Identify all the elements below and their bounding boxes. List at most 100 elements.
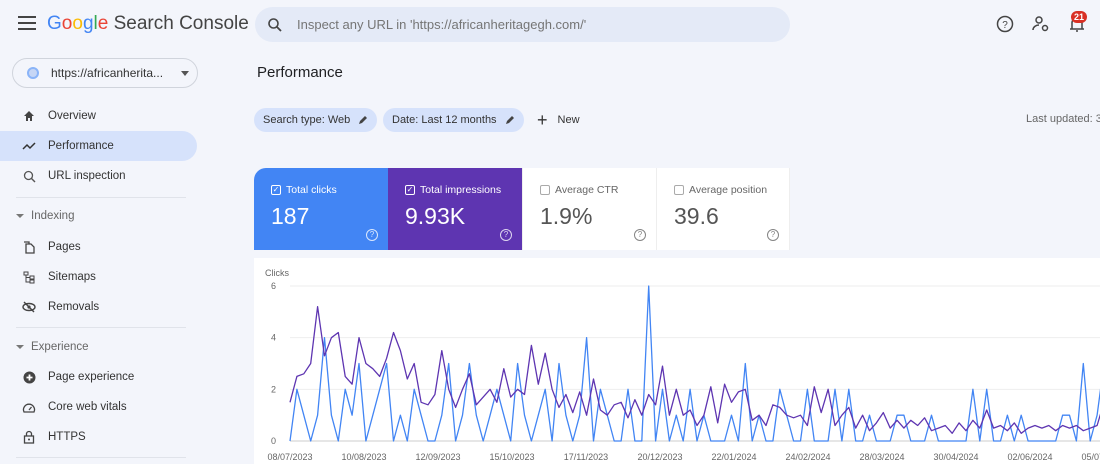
chart-svg: Clicks 0 2 4 6 08/07/2023 10/08/2023 12/09/2023…	[265, 268, 1100, 462]
top-bar: Google Search Console ? 21	[0, 0, 1100, 50]
metric-card-total-clicks[interactable]: ✓ Total clicks 187?	[254, 168, 388, 250]
sidebar-item-pages[interactable]: Pages	[0, 232, 197, 262]
metric-card-total-impressions[interactable]: ✓ Total impressions 9.93K?	[388, 168, 522, 250]
notification-badge: 21	[1071, 11, 1088, 23]
url-inspection-search[interactable]	[255, 7, 790, 42]
x-tick-label: 12/09/2023	[415, 452, 460, 462]
collapse-icon	[16, 345, 24, 353]
checkbox-unchecked-icon[interactable]	[674, 185, 684, 195]
x-tick-label: 17/11/2023	[564, 452, 608, 462]
filter-date[interactable]: Date: Last 12 months	[383, 108, 524, 132]
sidebar-item-label: HTTPS	[48, 431, 86, 443]
help-icon[interactable]: ?	[366, 229, 378, 241]
sidebar-item-core-web-vitals[interactable]: Core web vitals	[0, 392, 197, 422]
sidebar-item-removals[interactable]: Removals	[0, 292, 197, 322]
divider	[16, 327, 186, 328]
sitemap-icon	[22, 270, 36, 284]
property-selector[interactable]: https://africanherita...	[12, 58, 198, 88]
property-label: https://africanherita...	[51, 66, 164, 80]
search-icon	[268, 17, 282, 32]
trending-up-icon	[22, 139, 36, 153]
filter-search-type[interactable]: Search type: Web	[254, 108, 378, 132]
metric-value: 39.6	[674, 203, 719, 229]
section-label: Indexing	[31, 210, 75, 222]
checkbox-unchecked-icon[interactable]	[540, 185, 550, 195]
plus-icon: +	[537, 109, 548, 130]
page-title: Performance	[257, 64, 343, 81]
x-tick-label: 20/12/2023	[637, 452, 682, 462]
x-tick-label: 08/07/2023	[267, 452, 312, 462]
logo[interactable]: Google Search Console	[47, 13, 249, 34]
metric-label: Total clicks	[286, 184, 337, 196]
metric-label: Total impressions	[420, 184, 502, 196]
filter-label: Search type: Web	[263, 114, 351, 126]
x-tick-label: 02/06/2024	[1007, 452, 1052, 462]
sidebar-item-url-inspection[interactable]: URL inspection	[0, 161, 197, 191]
y-tick-label: 0	[271, 436, 276, 446]
metric-card-average-ctr[interactable]: Average CTR 1.9%?	[522, 168, 656, 250]
dropdown-caret-icon	[181, 70, 190, 80]
checkbox-checked-icon[interactable]: ✓	[271, 185, 281, 195]
y-axis-label: Clicks	[265, 268, 289, 278]
x-tick-label: 10/08/2023	[341, 452, 386, 462]
divider	[16, 457, 186, 458]
edit-icon	[359, 116, 368, 124]
x-tick-label: 15/10/2023	[489, 452, 534, 462]
collapse-icon	[16, 214, 24, 222]
section-indexing[interactable]: Indexing	[16, 210, 74, 222]
search-input[interactable]	[297, 17, 767, 32]
pages-icon	[22, 240, 36, 254]
metric-value: 187	[271, 203, 310, 229]
metric-label: Average CTR	[555, 184, 619, 196]
series-line-impressions	[289, 306, 1100, 434]
sidebar-item-label: Pages	[48, 241, 81, 253]
x-tick-label: 30/04/2024	[933, 452, 978, 462]
removals-icon	[22, 300, 36, 314]
edit-icon	[505, 116, 514, 124]
menu-icon[interactable]	[18, 16, 36, 30]
sidebar-item-label: Sitemaps	[48, 271, 96, 283]
sidebar-item-label: Overview	[48, 110, 96, 122]
series-line-clicks	[289, 285, 1100, 442]
help-icon[interactable]: ?	[500, 229, 512, 241]
help-icon[interactable]: ?	[995, 14, 1015, 34]
metric-label: Average position	[689, 184, 768, 196]
divider	[16, 197, 186, 198]
y-tick-label: 4	[271, 333, 276, 343]
home-icon	[22, 109, 36, 123]
x-tick-label: 28/03/2024	[859, 452, 904, 462]
x-tick-label: 24/02/2024	[785, 452, 830, 462]
metric-value: 1.9%	[540, 203, 593, 229]
metric-card-average-position[interactable]: Average position 39.6?	[656, 168, 790, 250]
globe-icon	[27, 67, 39, 79]
sidebar-item-label: Core web vitals	[48, 401, 127, 413]
sidebar-item-label: Page experience	[48, 371, 135, 383]
y-tick-label: 6	[271, 281, 276, 291]
sidebar-item-performance[interactable]: Performance	[0, 131, 197, 161]
x-tick-label: 05/07/2024	[1081, 452, 1100, 462]
help-icon[interactable]: ?	[634, 229, 646, 241]
search-icon	[22, 169, 36, 183]
y-tick-label: 2	[271, 384, 276, 394]
lock-icon	[22, 430, 36, 444]
checkbox-checked-icon[interactable]: ✓	[405, 185, 415, 195]
manage-users-icon[interactable]	[1031, 14, 1051, 34]
performance-chart: Clicks 0 2 4 6 08/07/2023 10/08/2023 12/09/2023…	[254, 258, 1100, 464]
last-updated: Last updated: 3	[1026, 113, 1100, 125]
filter-label: Date: Last 12 months	[392, 114, 497, 126]
sidebar-item-page-experience[interactable]: Page experience	[0, 362, 197, 392]
product-name: Search Console	[113, 13, 249, 34]
section-experience[interactable]: Experience	[16, 341, 89, 353]
help-icon[interactable]: ?	[767, 229, 779, 241]
new-filter-button[interactable]: + New	[537, 108, 580, 132]
sidebar-item-label: URL inspection	[48, 170, 126, 182]
sidebar-item-https[interactable]: HTTPS	[0, 422, 197, 452]
x-tick-label: 22/01/2024	[711, 452, 756, 462]
new-label: New	[557, 114, 580, 126]
sidebar-item-label: Performance	[48, 140, 114, 152]
page-experience-icon	[22, 370, 36, 384]
gauge-icon	[22, 400, 36, 414]
section-label: Experience	[31, 341, 89, 353]
sidebar-item-overview[interactable]: Overview	[0, 101, 197, 131]
sidebar-item-sitemaps[interactable]: Sitemaps	[0, 262, 197, 292]
